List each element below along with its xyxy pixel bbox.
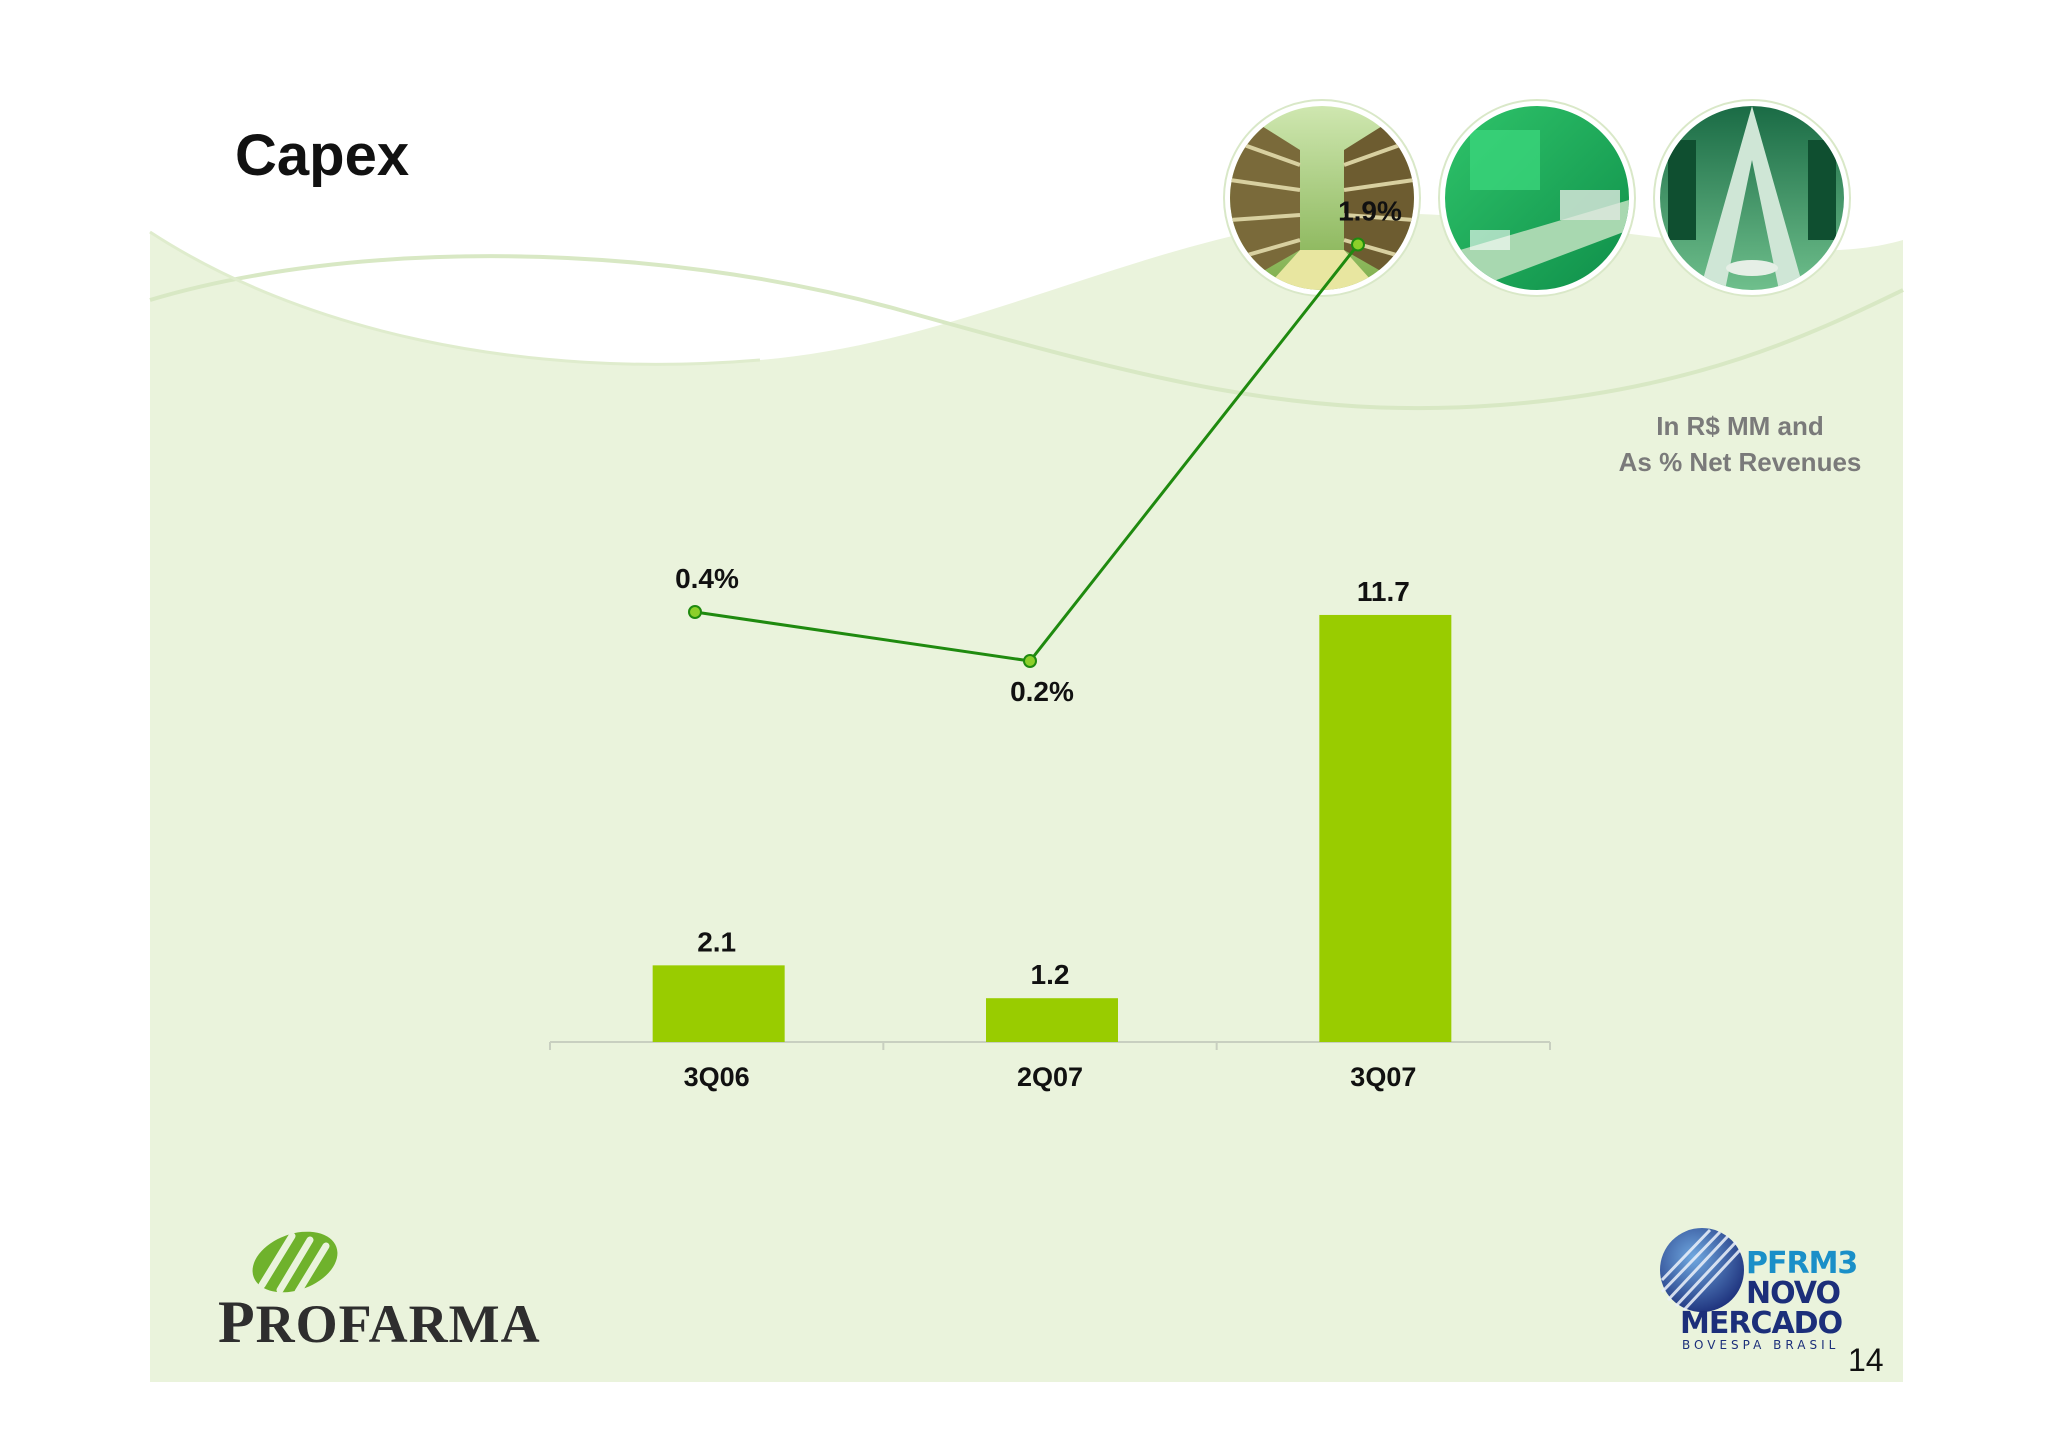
x-tick-label: 3Q07 <box>1350 1062 1416 1092</box>
unit-note-line-2: As % Net Revenues <box>1618 447 1862 477</box>
bar-value-label: 1.2 <box>1031 959 1070 990</box>
unit-note: In R$ MM and As % Net Revenues <box>1555 408 1925 480</box>
capex-chart: 2.1 3Q06 1.2 2Q07 11.7 3Q07 0.4% 0.2% 1.9% <box>549 196 1551 1092</box>
bar-value-label: 2.1 <box>697 926 736 957</box>
badge-novo: NOVO <box>1746 1276 1841 1311</box>
conveyor-equipment-photo <box>1653 99 1851 297</box>
profarma-logo-rest: ROFARMA <box>255 1294 541 1354</box>
percent-point <box>1351 237 1365 252</box>
percent-value-label: 0.4% <box>675 563 739 594</box>
percent-point <box>688 605 702 619</box>
percent-point <box>1023 654 1037 668</box>
green-machinery-photo <box>1438 99 1636 297</box>
profarma-logo-initial: P <box>218 1289 256 1355</box>
profarma-leaf-icon <box>252 1231 338 1296</box>
bar-3q06 <box>652 965 785 1042</box>
percent-value-label: 0.2% <box>1010 676 1074 707</box>
bar-value-label: 11.7 <box>1357 576 1410 607</box>
x-tick-label: 2Q07 <box>1017 1062 1083 1092</box>
bar-3q07 <box>1319 614 1452 1042</box>
page-number: 14 <box>1848 1342 1884 1378</box>
badge-ticker: PFRM3 <box>1746 1246 1858 1281</box>
x-tick-label: 3Q06 <box>684 1062 750 1092</box>
unit-note-line-1: In R$ MM and <box>1656 411 1824 441</box>
badge-mercado: MERCADO <box>1680 1306 1843 1341</box>
bar-2q07 <box>986 998 1118 1042</box>
slide-title: Capex <box>235 123 410 188</box>
badge-bovespa: BOVESPA BRASIL <box>1682 1338 1840 1352</box>
globe-stripes-icon <box>1660 1228 1744 1312</box>
percent-value-label: 1.9% <box>1338 196 1402 227</box>
profarma-logo-text: PROFARMA <box>218 1288 541 1357</box>
